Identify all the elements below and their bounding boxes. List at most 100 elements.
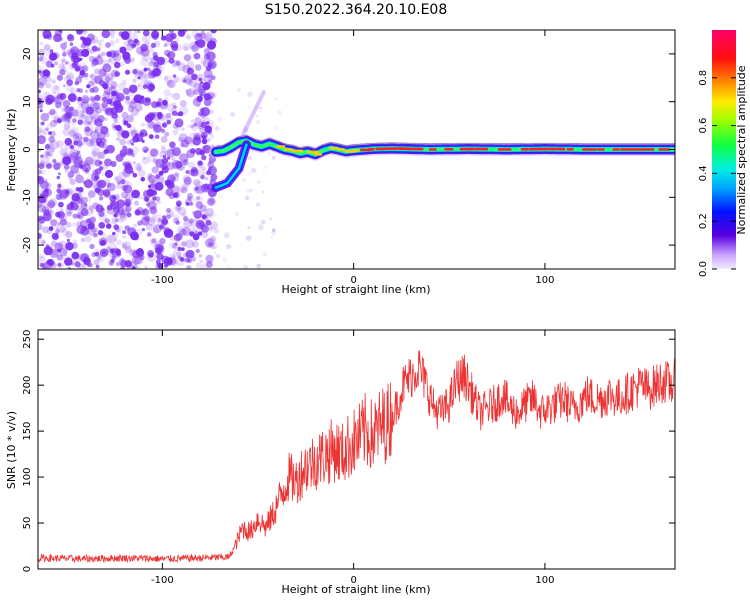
noise-blob bbox=[119, 138, 126, 146]
noise-blob bbox=[97, 66, 107, 77]
noise-blob bbox=[123, 120, 129, 126]
noise-blob bbox=[50, 219, 58, 227]
noise-blob bbox=[112, 231, 116, 236]
noise-blob bbox=[65, 221, 72, 228]
noise-blob bbox=[156, 219, 164, 227]
noise-blob bbox=[117, 181, 121, 185]
noise-blob bbox=[196, 196, 201, 201]
noise-blob bbox=[255, 202, 261, 207]
noise-blob bbox=[41, 121, 45, 126]
noise-blob bbox=[170, 41, 179, 49]
noise-blob bbox=[125, 95, 130, 101]
noise-blob bbox=[121, 243, 127, 249]
noise-blob bbox=[83, 179, 93, 189]
noise-blob bbox=[193, 82, 203, 92]
noise-blob bbox=[199, 259, 204, 264]
noise-blob bbox=[66, 73, 75, 82]
noise-blob bbox=[59, 147, 68, 156]
noise-blob bbox=[113, 224, 119, 230]
noise-blob bbox=[205, 219, 212, 226]
noise-blob bbox=[208, 242, 213, 247]
noise-blob bbox=[151, 101, 159, 109]
noise-blob bbox=[157, 97, 163, 103]
noise-blob bbox=[135, 234, 139, 238]
noise-blob bbox=[88, 80, 95, 87]
noise-blob bbox=[246, 171, 253, 177]
noise-blob bbox=[191, 30, 199, 38]
noise-blob bbox=[79, 66, 86, 73]
noise-blob bbox=[94, 187, 101, 194]
noise-blob bbox=[44, 160, 54, 170]
noise-blob bbox=[39, 41, 44, 46]
noise-blob bbox=[87, 121, 92, 126]
noise-blob bbox=[130, 129, 137, 137]
noise-blob bbox=[178, 184, 187, 193]
noise-blob bbox=[131, 153, 136, 158]
y-tick-label: 200 bbox=[22, 376, 33, 395]
colorbar: 0.0 0.2 0.4 0.6 0.8 Normalized spectral ampl… bbox=[698, 30, 748, 277]
noise-blob bbox=[201, 155, 207, 161]
noise-blob bbox=[67, 175, 73, 181]
noise-blob bbox=[153, 213, 164, 224]
noise-blob bbox=[152, 158, 158, 164]
noise-blob bbox=[121, 206, 130, 215]
noise-blob bbox=[104, 158, 112, 167]
noise-blob bbox=[161, 164, 168, 170]
noise-blob bbox=[79, 44, 84, 49]
noise-blob bbox=[46, 183, 52, 189]
noise-blob bbox=[77, 214, 81, 218]
noise-blob bbox=[204, 176, 209, 181]
noise-blob bbox=[64, 106, 71, 113]
noise-blob bbox=[166, 162, 175, 171]
noise-blob bbox=[109, 77, 113, 81]
noise-blob bbox=[147, 190, 151, 195]
noise-blob bbox=[70, 126, 79, 136]
noise-blob bbox=[228, 169, 231, 173]
noise-blob bbox=[56, 175, 60, 180]
noise-blob bbox=[149, 148, 159, 157]
snr-content bbox=[38, 350, 675, 564]
noise-blob bbox=[118, 61, 125, 68]
noise-blob bbox=[167, 51, 176, 60]
noise-blob bbox=[155, 262, 163, 269]
noise-blob bbox=[208, 213, 214, 219]
noise-blob bbox=[101, 232, 106, 238]
noise-blob bbox=[84, 235, 92, 243]
noise-blob bbox=[147, 83, 156, 92]
noise-blob bbox=[150, 136, 156, 141]
noise-blob bbox=[125, 201, 131, 207]
noise-blob bbox=[56, 224, 66, 234]
noise-blob bbox=[199, 32, 206, 39]
track-edge bbox=[215, 134, 675, 149]
noise-blob bbox=[98, 196, 104, 201]
noise-blob bbox=[155, 134, 160, 139]
noise-blob bbox=[164, 150, 171, 156]
noise-blob bbox=[112, 232, 119, 239]
noise-blob bbox=[134, 228, 143, 237]
noise-blob bbox=[150, 42, 156, 49]
noise-blob bbox=[60, 43, 67, 50]
noise-blob bbox=[90, 130, 100, 140]
noise-blob bbox=[126, 212, 132, 218]
noise-blob bbox=[205, 254, 214, 264]
noise-blob bbox=[148, 69, 155, 76]
noise-blob bbox=[108, 260, 114, 266]
noise-blob bbox=[140, 58, 149, 67]
noise-blob bbox=[103, 106, 112, 115]
noise-blob bbox=[187, 124, 191, 129]
noise-blob bbox=[185, 249, 195, 259]
noise-blob bbox=[84, 89, 89, 93]
noise-blob bbox=[80, 253, 90, 263]
noise-blob bbox=[124, 162, 132, 170]
noise-blob bbox=[94, 129, 99, 134]
noise-blob bbox=[140, 122, 146, 127]
noise-blob bbox=[114, 53, 119, 59]
noise-blob bbox=[203, 32, 213, 42]
x-tick-label: 100 bbox=[535, 575, 554, 586]
noise-blob bbox=[130, 142, 135, 146]
noise-blob bbox=[152, 196, 157, 201]
noise-blob bbox=[150, 70, 158, 78]
noise-blob bbox=[198, 77, 202, 82]
noise-blob bbox=[88, 262, 94, 268]
noise-blob bbox=[206, 40, 217, 50]
